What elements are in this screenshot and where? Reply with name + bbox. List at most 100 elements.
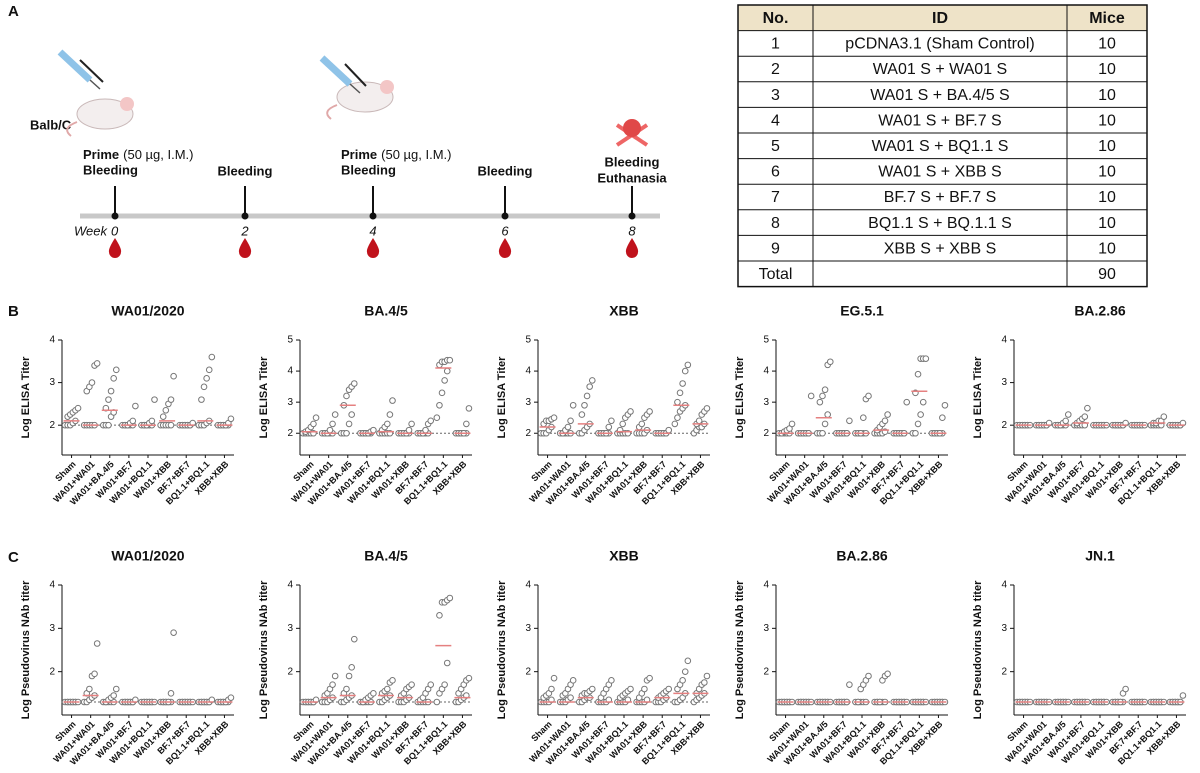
data-point	[665, 426, 673, 434]
chart-title: WA01/2020	[111, 303, 184, 319]
y-tick-label: 3	[287, 397, 293, 408]
data-point	[608, 677, 615, 684]
y-tick-label: 3	[763, 397, 769, 408]
data-point	[331, 672, 339, 680]
y-tick-label: 3	[525, 623, 531, 634]
data-point	[646, 408, 653, 415]
data-point	[208, 353, 216, 361]
event-label: Bleeding	[341, 162, 396, 177]
data-point	[446, 356, 454, 364]
event-label: Euthanasia	[597, 170, 667, 185]
data-point	[846, 417, 853, 425]
data-point	[227, 415, 235, 423]
data-point	[605, 423, 613, 431]
data-point	[703, 672, 711, 680]
data-point	[446, 594, 454, 602]
data-point	[93, 640, 101, 647]
data-point	[200, 383, 208, 391]
event-label: Prime (50 µg, I.M.)	[341, 147, 451, 162]
data-point	[865, 672, 872, 680]
table-header: Mice	[1089, 10, 1125, 27]
table-cell: 3	[771, 87, 780, 104]
data-point	[343, 429, 350, 437]
data-point	[824, 411, 831, 418]
table-total-label: Total	[759, 266, 793, 283]
data-point	[384, 420, 391, 428]
table-cell: WA01 S + BQ1.1 S	[872, 138, 1009, 155]
timeline-dot	[369, 212, 377, 220]
chart-title: EG.5.1	[840, 303, 884, 319]
dose-label: (50 µg, I.M.)	[381, 147, 451, 162]
data-point	[436, 401, 443, 409]
data-point	[170, 372, 177, 380]
table-cell: WA01 S + BF.7 S	[878, 112, 1001, 129]
data-point	[389, 397, 396, 404]
table-cell: 10	[1098, 164, 1116, 181]
data-point	[93, 360, 101, 367]
data-point	[1084, 404, 1091, 412]
data-point	[162, 406, 170, 414]
table-cell: 7	[771, 189, 780, 206]
data-point	[465, 405, 473, 412]
data-point	[86, 685, 93, 693]
data-point	[408, 681, 415, 688]
y-axis-label: Log Pseudovirus NAb titer	[496, 580, 508, 719]
y-tick-label: 4	[287, 366, 293, 377]
timeline-dot	[111, 212, 119, 220]
y-axis-label: Log Pseudovirus NAb titer	[972, 580, 984, 719]
data-point	[821, 386, 829, 394]
data-point	[627, 408, 634, 415]
data-point	[914, 420, 922, 428]
data-point	[422, 426, 429, 434]
data-point	[370, 426, 377, 434]
y-tick-label: 4	[1001, 335, 1007, 346]
data-point	[1064, 411, 1072, 418]
data-point	[550, 674, 558, 682]
data-point	[112, 685, 120, 693]
data-point	[438, 389, 446, 397]
data-point	[91, 670, 98, 678]
data-point	[588, 685, 596, 693]
y-axis-label: Log Pseudovirus NAb titer	[258, 580, 270, 719]
table-cell: 1	[771, 36, 780, 53]
data-point	[816, 398, 824, 406]
data-point	[701, 679, 708, 686]
chart-title: BA.4/5	[364, 303, 408, 319]
prime-label: Prime	[341, 147, 377, 162]
data-point	[919, 398, 927, 406]
event-label: Bleeding	[478, 163, 533, 178]
y-tick-label: 2	[49, 666, 55, 677]
data-point	[671, 420, 679, 428]
y-axis-label: Log ELISA Titer	[20, 356, 32, 439]
data-point	[348, 664, 355, 671]
table-cell: 10	[1098, 112, 1116, 129]
y-tick-label: 4	[525, 580, 531, 591]
data-point	[205, 366, 213, 374]
data-point	[1081, 413, 1089, 420]
data-point	[1122, 685, 1129, 693]
data-point	[1160, 413, 1168, 420]
data-point	[345, 420, 353, 428]
data-point	[386, 411, 394, 418]
data-point	[695, 417, 703, 425]
data-point	[578, 411, 586, 418]
table-cell: 10	[1098, 87, 1116, 104]
table-cell: pCDNA3.1 (Sham Control)	[845, 36, 1034, 53]
data-point	[588, 377, 596, 384]
data-point	[105, 421, 112, 429]
y-tick-label: 3	[49, 377, 55, 388]
data-point	[436, 612, 443, 619]
data-point	[550, 414, 558, 422]
table-cell: 10	[1098, 215, 1116, 232]
data-point	[912, 429, 919, 437]
event-label: Bleeding	[218, 163, 273, 178]
data-point	[1179, 692, 1187, 699]
data-point	[903, 398, 911, 406]
data-point	[881, 417, 889, 425]
y-tick-label: 2	[1001, 420, 1007, 431]
y-axis-label: Log Pseudovirus NAb titer	[20, 580, 32, 719]
data-point	[567, 417, 574, 425]
data-point	[331, 411, 339, 418]
y-tick-label: 3	[49, 623, 55, 634]
y-tick-label: 3	[763, 623, 769, 634]
